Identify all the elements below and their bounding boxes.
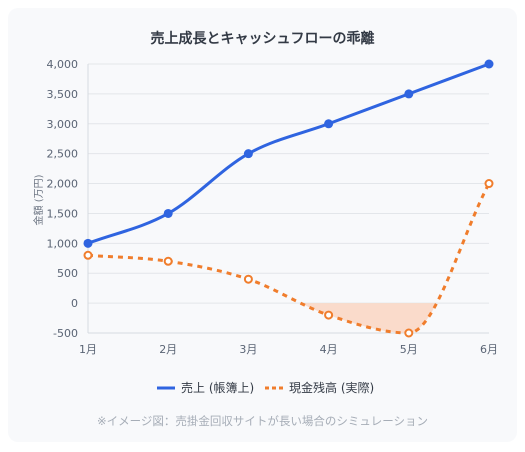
data-point [83, 250, 93, 260]
y-tick-label: 2,500 [47, 148, 79, 161]
footnote: ※イメージ図：売掛金回収サイトが長い場合のシミュレーション [97, 414, 428, 428]
data-point [83, 238, 93, 248]
data-point [163, 208, 173, 218]
y-tick-label: 1,000 [47, 237, 79, 250]
series-lines [86, 62, 491, 335]
data-point [484, 179, 494, 189]
y-tick-label: 500 [57, 267, 78, 280]
grid-lines [87, 63, 489, 334]
negative-fill-area [300, 303, 435, 333]
y-tick-label: 1,500 [47, 207, 79, 220]
y-tick-label: 4,000 [47, 58, 79, 71]
legend-label-2: 現金残高 (実際) [289, 380, 374, 395]
series-line-1 [86, 62, 491, 245]
data-point [243, 149, 253, 159]
negative-area [300, 303, 435, 333]
data-point [243, 274, 253, 284]
x-tick-label: 1月 [79, 343, 97, 356]
chart-title: 売上成長とキャッシュフローの乖離 [150, 31, 375, 47]
x-tick-label: 2月 [159, 343, 177, 356]
x-tick-label: 4月 [320, 343, 338, 356]
data-point [324, 119, 334, 129]
chart-card [8, 8, 517, 442]
x-tick-label: 6月 [480, 343, 498, 356]
series-points [83, 59, 494, 338]
data-point [404, 89, 414, 99]
data-point [404, 328, 414, 338]
y-tick-label: 2,000 [47, 178, 79, 191]
x-tick-label: 5月 [400, 343, 418, 356]
data-point [324, 310, 334, 320]
y-tick-labels: -500 0 500 1,000 1,500 2,000 2,500 3,000 3,500 4,… [47, 58, 79, 340]
y-tick-label: -500 [53, 327, 78, 340]
x-tick-labels: 1月 2月 3月 4月 5月 6月 [79, 343, 498, 356]
legend: 売上 (帳簿上) 現金残高 (実際) [157, 380, 374, 395]
y-axis-label: 金額 (万円) [32, 174, 45, 225]
data-point [484, 59, 494, 69]
x-tick-label: 3月 [239, 343, 257, 356]
y-tick-label: 3,000 [47, 118, 79, 131]
y-tick-label: 0 [71, 297, 78, 310]
legend-label-1: 売上 (帳簿上) [181, 380, 254, 395]
y-tick-label: 3,500 [47, 88, 79, 101]
data-point [163, 256, 173, 266]
